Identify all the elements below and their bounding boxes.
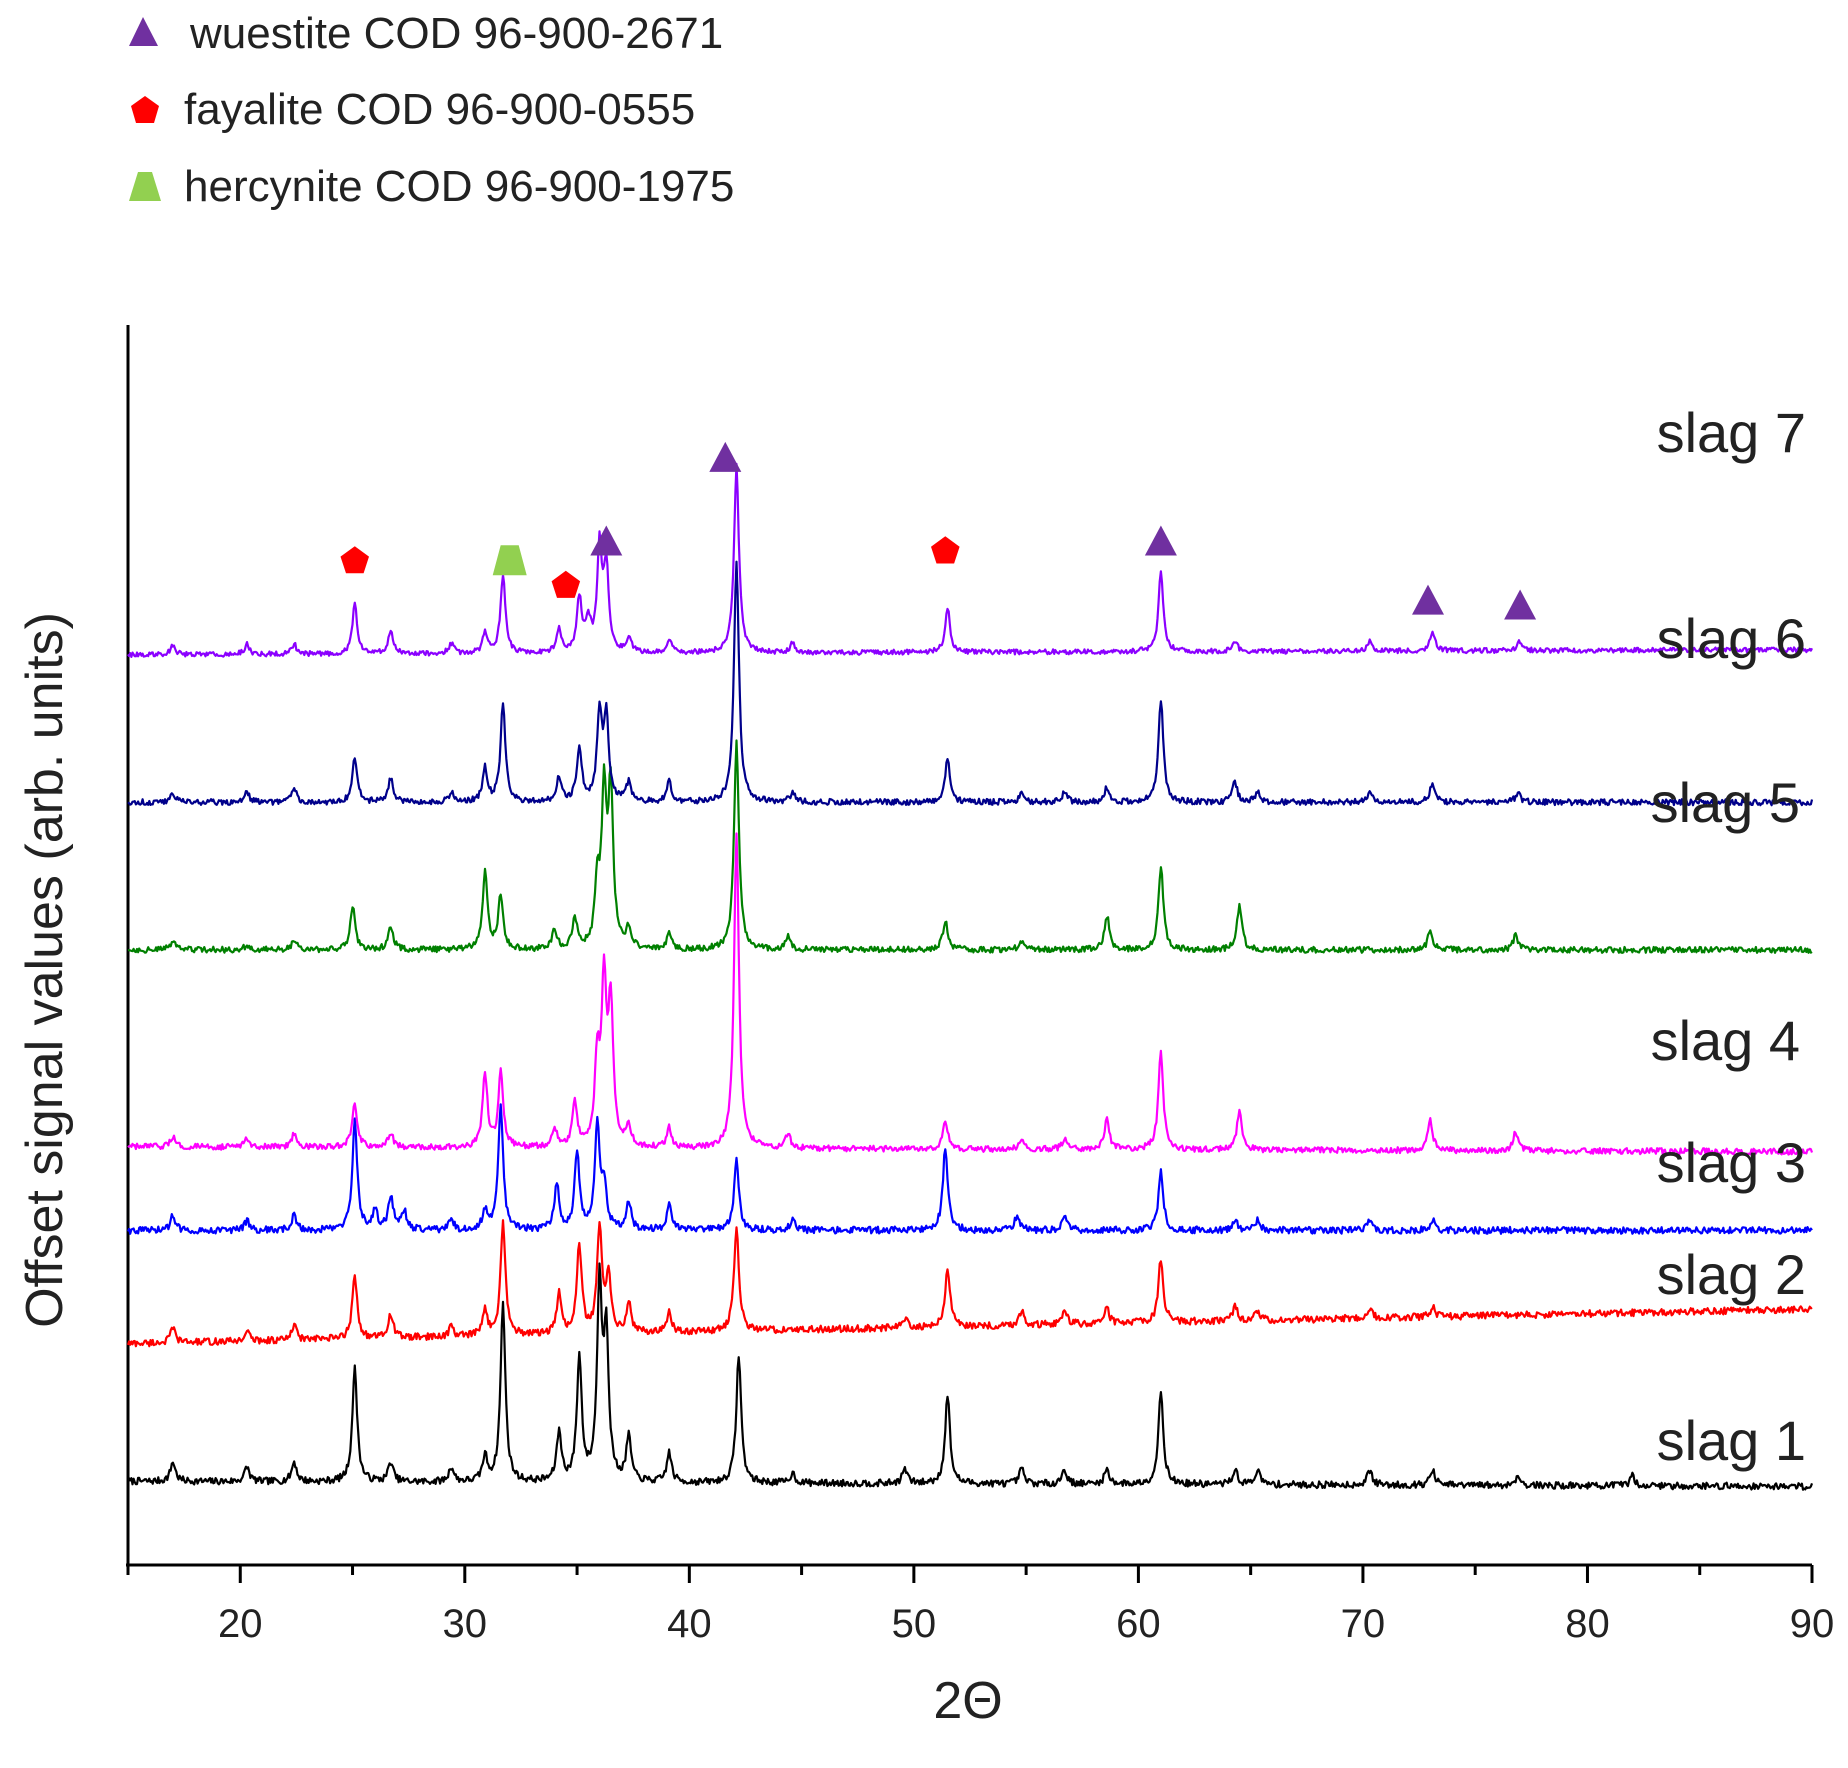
axes: 20 30 40 50 60 70 80 90 2Θ Offset signal values… <box>16 325 1834 1730</box>
series-label-slag-5: slag 5 <box>1651 771 1800 834</box>
series-label-slag-4: slag 4 <box>1651 1009 1800 1072</box>
fayalite-marker <box>340 546 369 574</box>
series-line-slag-5 <box>128 739 1813 954</box>
hercynite-marker <box>492 545 527 576</box>
series-label-slag-2: slag 2 <box>1657 1243 1806 1306</box>
legend-item-fayalite: fayalite COD 96-900-0555 <box>131 85 695 134</box>
wuestite-legend-marker <box>129 17 158 46</box>
legend-label-hercynite: hercynite COD 96-900-1975 <box>184 162 734 211</box>
fayalite-marker <box>551 570 581 598</box>
x-tick-label: 90 <box>1790 1602 1835 1646</box>
series-group <box>126 462 1814 1491</box>
legend: wuestite COD 96-900-2671 fayalite COD 96… <box>129 9 734 211</box>
legend-label-fayalite: fayalite COD 96-900-0555 <box>184 85 695 134</box>
x-tick-label: 30 <box>443 1602 488 1646</box>
fayalite-marker <box>931 536 960 564</box>
x-tick-label: 50 <box>892 1602 937 1646</box>
fayalite-legend-marker <box>131 96 159 123</box>
phase-markers <box>340 441 1537 620</box>
x-axis-label: 2Θ <box>933 1672 1002 1730</box>
x-tick-label: 20 <box>218 1602 263 1646</box>
series-label-slag-6: slag 6 <box>1657 607 1806 670</box>
wuestite-marker <box>709 441 742 472</box>
series-line-slag-1 <box>126 1262 1814 1491</box>
series-label-slag-1: slag 1 <box>1657 1409 1806 1472</box>
series-labels: slag 1 slag 2 slag 3 slag 4 slag 5 slag … <box>1651 401 1806 1472</box>
series-label-slag-3: slag 3 <box>1657 1131 1806 1194</box>
series-line-slag-7 <box>127 462 1813 659</box>
wuestite-marker <box>1144 525 1177 556</box>
legend-item-hercynite: hercynite COD 96-900-1975 <box>129 162 734 211</box>
x-tick-label: 80 <box>1565 1602 1610 1646</box>
x-ticks: 20 30 40 50 60 70 80 90 <box>126 1565 1835 1646</box>
wuestite-marker <box>1412 584 1444 615</box>
x-tick-label: 40 <box>667 1602 712 1646</box>
y-axis-label: Offset signal values (arb. units) <box>16 612 74 1328</box>
wuestite-marker <box>590 525 623 556</box>
wuestite-marker <box>1504 589 1537 620</box>
series-line-slag-6 <box>127 560 1814 807</box>
x-tick-label: 70 <box>1341 1602 1386 1646</box>
x-tick-label: 60 <box>1116 1602 1161 1646</box>
legend-label-wuestite: wuestite COD 96-900-2671 <box>189 9 723 58</box>
legend-item-wuestite: wuestite COD 96-900-2671 <box>129 9 723 58</box>
series-line-slag-2 <box>126 1219 1813 1348</box>
series-line-slag-4 <box>127 832 1814 1156</box>
series-label-slag-7: slag 7 <box>1657 401 1806 464</box>
hercynite-legend-marker <box>129 172 161 201</box>
series-line-slag-3 <box>127 1103 1813 1235</box>
